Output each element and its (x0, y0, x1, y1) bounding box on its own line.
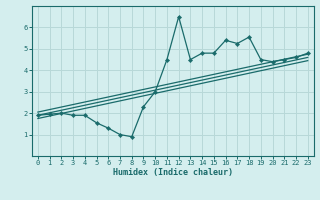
X-axis label: Humidex (Indice chaleur): Humidex (Indice chaleur) (113, 168, 233, 177)
